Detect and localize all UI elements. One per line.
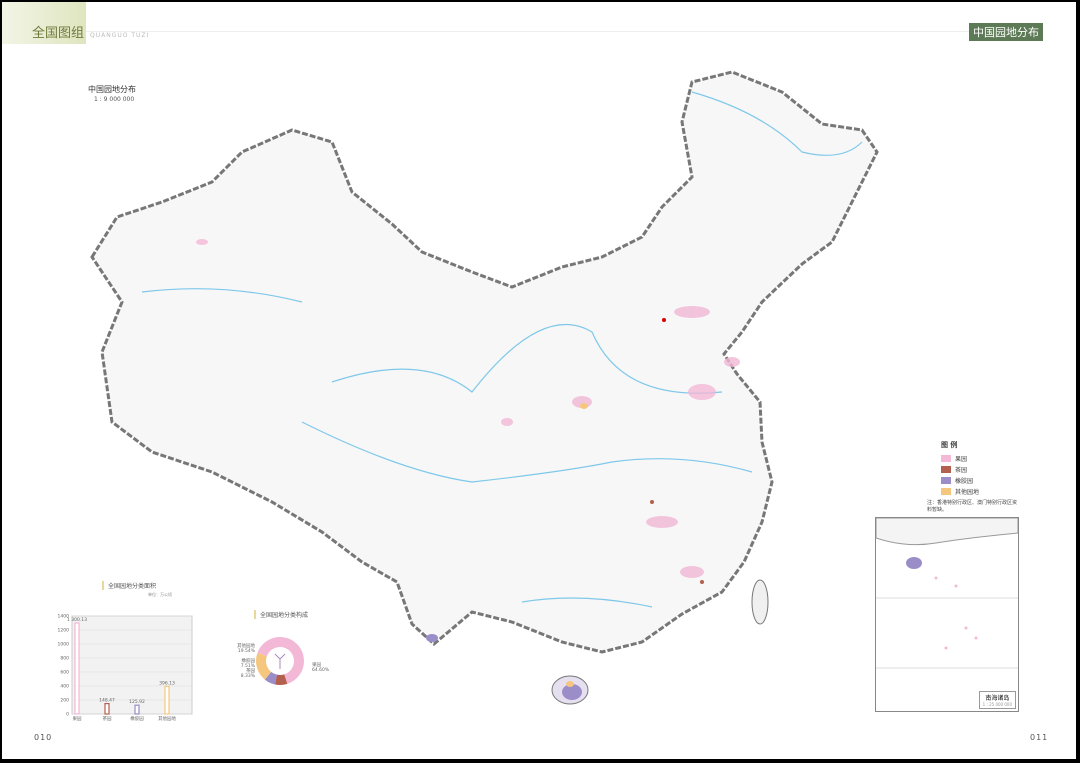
- south-china-sea-inset: 南海诸岛 1 : 25 000 000: [875, 517, 1019, 712]
- header-divider: [86, 31, 974, 32]
- legend-label: 果园: [955, 456, 968, 463]
- legend-item-orchard: 果园: [941, 454, 1017, 463]
- pie-value: 8.33%: [241, 673, 256, 679]
- pearl-river: [521, 597, 653, 608]
- page-number-left: 010: [34, 733, 53, 742]
- x-tick-label: 其他园地: [158, 715, 176, 722]
- pie-category: 果园: [312, 662, 321, 668]
- legend-title: 图 例: [941, 441, 958, 449]
- y-tick-label: 0: [66, 712, 69, 718]
- x-tick-label: 橡胶园: [130, 715, 144, 722]
- pie-slice: [256, 652, 272, 680]
- capital-beijing-marker: [662, 318, 666, 322]
- y-tick-label: 1000: [58, 642, 70, 648]
- tea-areas: [650, 500, 704, 584]
- bar-value-label: 125.92: [129, 699, 145, 705]
- heilongjiang-river: [691, 91, 863, 156]
- legend-swatch: [941, 488, 951, 495]
- pie-category: 茶园: [246, 667, 255, 674]
- pie-label: 橡胶园 7.51%: [241, 657, 256, 669]
- section-header-band: [2, 2, 86, 44]
- legend-label: 茶园: [955, 467, 968, 474]
- legend-item-tea: 茶园: [941, 465, 1017, 474]
- section-subtitle: QUANGUO TUZI: [90, 32, 150, 39]
- taiwan-island: [751, 579, 769, 625]
- rubber-areas: [426, 634, 582, 700]
- pie-label: 其他园地 19.54%: [237, 642, 256, 654]
- map-scale: 1 : 9 000 000: [94, 96, 135, 103]
- pie-value: 64.60%: [312, 667, 330, 673]
- bar-chart-unit: 单位：万公顷: [148, 592, 172, 597]
- tree-icon: [274, 653, 286, 669]
- bar: [104, 703, 110, 715]
- bar-chart-title: 全国园地分类面积: [102, 581, 156, 590]
- pie-chart: 果园 64.60%茶园 8.33%橡胶园 7.51%其他园地 19.54%: [237, 637, 330, 685]
- y-tick-label: 1400: [58, 614, 70, 620]
- y-tick-label: 800: [60, 656, 69, 662]
- x-tick-label: 茶园: [103, 715, 112, 722]
- bar: [134, 704, 140, 715]
- legend-label: 橡胶园: [955, 478, 974, 485]
- y-tick-label: 1200: [58, 628, 70, 634]
- page-title: 中国园地分布: [969, 23, 1043, 41]
- orchard-areas: [196, 239, 740, 578]
- bar: [74, 622, 80, 715]
- bar: [164, 685, 170, 715]
- x-tick-label: 果园: [73, 716, 82, 722]
- legend-item-rubber: 橡胶园: [941, 476, 1017, 485]
- legend-item-other: 其他园地: [941, 487, 1017, 496]
- page-number-right: 011: [1030, 733, 1049, 742]
- pie-slice: [264, 671, 278, 685]
- bar-value-label: 396.13: [159, 680, 175, 686]
- pie-slice: [274, 674, 288, 685]
- rivers: [141, 91, 863, 608]
- pie-label: 茶园 8.33%: [241, 667, 256, 679]
- pie-category: 其他园地: [237, 642, 255, 649]
- other-garden-areas: [566, 403, 588, 687]
- inset-scale: 1 : 25 000 000: [982, 702, 1012, 707]
- legend-swatch: [941, 455, 951, 462]
- legend-swatch: [941, 466, 951, 473]
- bar-value-label: 1 300.13: [67, 617, 87, 623]
- section-title: 全国图组: [32, 26, 85, 41]
- pie-chart-title: 全国园地分类构成: [254, 610, 308, 619]
- legend-note: 注：香港特别行政区、澳门特别行政区资料暂缺。: [927, 500, 1018, 513]
- yangtze-river: [301, 421, 753, 483]
- pie-value: 7.51%: [241, 663, 256, 669]
- inset-map: [876, 518, 1018, 669]
- legend-swatch: [941, 477, 951, 484]
- pie-label: 果园 64.60%: [312, 662, 330, 673]
- bar-value-label: 148.47: [99, 698, 115, 704]
- inset-label: 南海诸岛 1 : 25 000 000: [978, 691, 1016, 709]
- y-tick-label: 200: [60, 698, 69, 704]
- pie-slice: [257, 637, 304, 684]
- map-legend: 图 例 果园 茶园 橡胶园 其他园地 注：香港特别行政区、澳门特别行政区资料暂缺…: [927, 440, 1017, 514]
- tarim-river: [141, 288, 303, 303]
- inset-title: 南海诸岛: [985, 695, 1010, 702]
- yellow-river: [331, 323, 723, 394]
- pie-category: 橡胶园: [242, 657, 256, 664]
- plot-area: [71, 615, 193, 715]
- y-tick-label: 600: [60, 670, 69, 676]
- pie-value: 19.54%: [238, 648, 256, 654]
- map-title: 中国园地分布: [88, 85, 136, 94]
- y-tick-label: 400: [60, 684, 69, 690]
- legend-label: 其他园地: [955, 489, 980, 496]
- china-outline: [90, 70, 879, 654]
